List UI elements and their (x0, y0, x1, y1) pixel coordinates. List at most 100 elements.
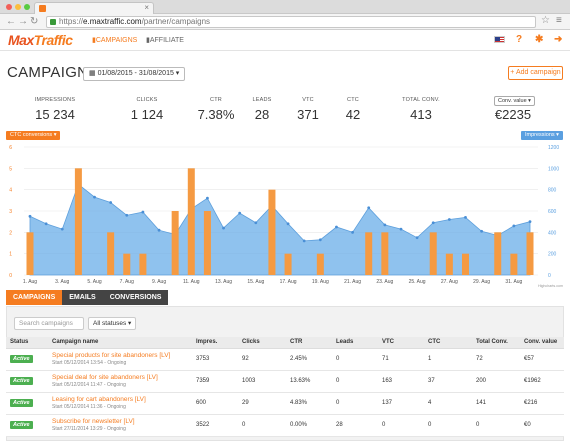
col-ctc[interactable]: CTC (424, 337, 472, 349)
x-tick-label: 11. Aug (183, 279, 200, 285)
address-bar[interactable]: https://e.maxtraffic.com/partner/campaig… (46, 16, 536, 28)
y-right-tick-label: 0 (548, 273, 551, 279)
y-left-tick-label: 3 (9, 209, 12, 215)
ctc-bar (268, 189, 276, 275)
stat-vtc: VTC 371 (297, 97, 319, 122)
browser-menu-icon[interactable]: ≡ (556, 15, 562, 26)
back-arrow-icon[interactable]: ← (6, 16, 16, 27)
nav-affiliate[interactable]: ▮AFFILIATE (146, 37, 184, 44)
reload-icon[interactable]: ↻ (30, 16, 39, 27)
table-row[interactable]: Active Leasing for cart abandoners [LV] S… (6, 392, 564, 414)
col-impressions[interactable]: Impres. (192, 337, 238, 349)
lock-icon (50, 19, 56, 25)
impressions-point (60, 227, 64, 231)
stat-leads: LEADS 28 (252, 97, 272, 122)
impressions-point (125, 213, 129, 217)
campaign-start: Start 05/12/2014 11:36 - Ongoing (52, 404, 126, 410)
maxtraffic-logo[interactable]: MaxTraffic (8, 32, 73, 48)
col-clicks[interactable]: Clicks (238, 337, 286, 349)
status-badge[interactable]: Active (10, 399, 33, 407)
cell-conv-value: €57 (524, 356, 535, 362)
us-flag-icon[interactable] (494, 36, 505, 43)
close-tab-icon[interactable]: × (144, 3, 149, 12)
col-total-conv[interactable]: Total Conv. (472, 337, 520, 349)
gear-icon[interactable]: ✱ (535, 34, 544, 45)
x-tick-label: 3. Aug (55, 279, 69, 285)
campaign-name-link[interactable]: Special products for site abandoners [LV… (52, 352, 171, 359)
table-row[interactable]: Active Special products for site abandon… (6, 348, 564, 370)
url-scheme: https:// (59, 17, 84, 26)
cell-vtc: 0 (382, 422, 386, 428)
tab-campaigns[interactable]: CAMPAIGNS (6, 290, 63, 305)
browser-toolbar: ← → ↻ https://e.maxtraffic.com/partner/c… (0, 14, 570, 30)
ctc-bar (203, 211, 211, 275)
x-tick-label: 17. Aug (280, 279, 297, 285)
impressions-point (238, 211, 242, 215)
ctc-bar (74, 168, 82, 275)
tab-emails[interactable]: EMAILS (62, 290, 103, 305)
cell-clicks: 0 (242, 422, 246, 428)
ctc-bar (171, 211, 179, 275)
impressions-point (464, 216, 467, 219)
impressions-point (109, 201, 113, 204)
bookmark-star-icon[interactable]: ☆ (541, 15, 550, 26)
table-row[interactable]: Active Special deal for site abandoners … (6, 370, 564, 392)
status-badge[interactable]: Active (10, 421, 33, 429)
col-leads[interactable]: Leads (332, 337, 378, 349)
maximize-window-icon[interactable] (24, 4, 30, 10)
cell-clicks: 92 (242, 356, 249, 362)
y-left-tick-label: 4 (9, 188, 12, 194)
campaign-name-link[interactable]: Subscribe for newsletter [LV] (52, 418, 135, 425)
status-filter-select[interactable]: All statuses ▾ (88, 317, 137, 330)
col-vtc[interactable]: VTC (378, 337, 424, 349)
status-badge[interactable]: Active (10, 377, 33, 385)
logout-icon[interactable]: ➜ (554, 34, 563, 45)
cell-clicks: 1003 (242, 378, 256, 384)
ctc-bar (26, 232, 34, 275)
impressions-point (254, 221, 258, 225)
impressions-point (286, 222, 290, 226)
cell-ctc: 4 (428, 400, 432, 406)
ctc-bar (461, 253, 469, 275)
ctc-bar (381, 232, 389, 275)
ctc-bar (365, 232, 373, 275)
ctc-bar (526, 232, 534, 275)
ctc-conversions-series-select[interactable]: CTC conversions ▾ (6, 131, 61, 140)
x-tick-label: 9. Aug (152, 279, 166, 285)
x-tick-label: 21. Aug (344, 279, 361, 285)
nav-campaigns[interactable]: ▮CAMPAIGNS (92, 37, 138, 44)
impressions-point (141, 210, 145, 214)
col-campaign-name[interactable]: Campaign name (48, 337, 192, 349)
tab-conversions[interactable]: CONVERSIONS (102, 290, 169, 305)
conv-value-select[interactable]: Conv. value ▾ (494, 96, 535, 106)
cell-conv-value: €216 (524, 400, 538, 406)
chart-credit: Highcharts.com (538, 284, 563, 288)
x-tick-label: 15. Aug (247, 279, 264, 285)
ctc-bar (284, 253, 292, 275)
campaign-name-link[interactable]: Special deal for site abandoners [LV] (52, 374, 158, 381)
app-header: MaxTraffic ▮CAMPAIGNS ▮AFFILIATE ? ✱ ➜ (0, 31, 570, 51)
cell-ctc: 0 (428, 422, 432, 428)
col-status[interactable]: Status (6, 337, 48, 349)
minimize-window-icon[interactable] (15, 4, 21, 10)
forward-arrow-icon[interactable]: → (18, 16, 28, 27)
cell-impressions: 7359 (196, 378, 210, 384)
table-row[interactable]: Active Subscribe for newsletter [LV] Star… (6, 414, 564, 436)
date-range-picker[interactable]: ▦ 01/08/2015 - 31/08/2015 ▾ (83, 67, 186, 81)
status-badge[interactable]: Active (10, 355, 33, 363)
x-tick-label: 25. Aug (409, 279, 426, 285)
impressions-point (44, 222, 48, 226)
col-conv-value[interactable]: Conv. value (520, 337, 564, 349)
impressions-point (383, 223, 387, 227)
browser-tab[interactable]: × (34, 2, 154, 14)
help-icon[interactable]: ? (516, 34, 523, 45)
add-campaign-button[interactable]: + Add campaign (508, 66, 563, 80)
search-campaigns-input[interactable] (14, 317, 84, 330)
col-ctr[interactable]: CTR (286, 337, 332, 349)
close-window-icon[interactable] (6, 4, 12, 10)
campaign-name-link[interactable]: Leasing for cart abandoners [LV] (52, 396, 146, 403)
impressions-series-select[interactable]: Impressions ▾ (521, 131, 563, 140)
campaign-start: Start 27/11/2014 13:29 - Ongoing (52, 426, 126, 432)
impressions-point (335, 225, 338, 229)
ctc-bar (187, 168, 195, 275)
